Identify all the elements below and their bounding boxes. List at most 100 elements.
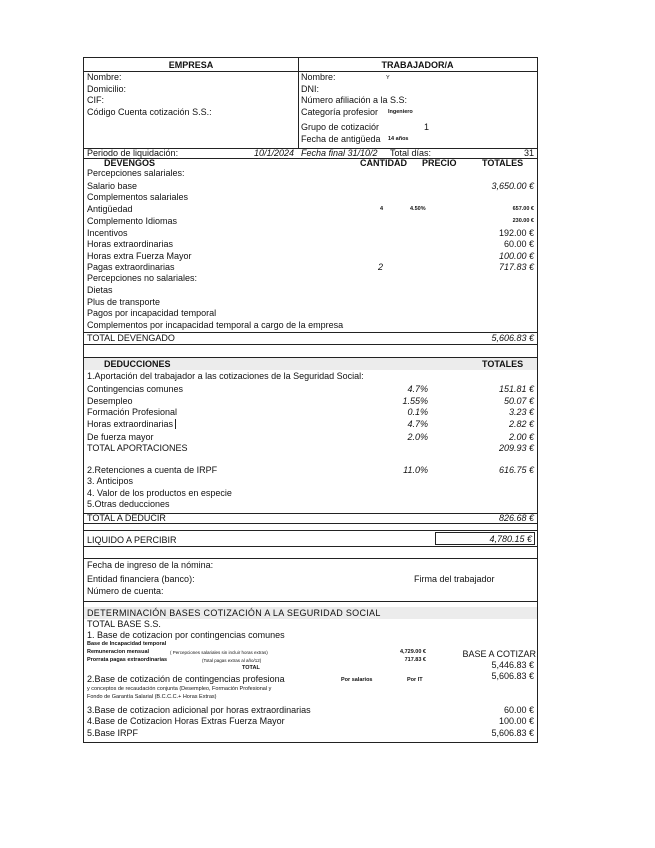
base-2-note: Fondo de Garantía Salarial (B.C.C.C.+ Ho… [87, 694, 217, 700]
empresa-domicilio: Domicilio: [87, 84, 127, 94]
dietas-label: Dietas [87, 285, 113, 295]
deduccion-label: De fuerza mayor [87, 432, 154, 442]
trabajador-antiguedad-value: 14 años [388, 136, 409, 142]
empresa-header: EMPRESA [168, 60, 214, 70]
total-aportaciones-label: TOTAL APORTACIONES [87, 443, 188, 453]
incentivos-total: 192.00 € [498, 228, 534, 238]
firma-label: Firma del trabajador [414, 574, 495, 584]
deduccion-pct: 0.1% [407, 407, 428, 417]
deduccion-pct: 2.0% [407, 432, 428, 442]
trabajador-header: TRABAJADOR/A [381, 60, 454, 70]
prorrata-label: Prorrata pagas extraordinarias [87, 657, 168, 663]
pagos-it-label: Pagos por incapacidad temporal [87, 308, 217, 318]
prorrata-value: 717.83 € [404, 657, 426, 663]
idiomas-label: Complemento Idiomas [87, 216, 178, 226]
percepciones-salariales: Percepciones salariales: [87, 168, 185, 178]
pagas-cantidad: 2 [378, 262, 384, 272]
deduccion-pct: 4.7% [407, 419, 428, 429]
compl-it-label: Complementos por incapacidad temporal a … [87, 320, 344, 330]
periodo-final: Fecha final 31/10/2 [301, 148, 378, 158]
base-2-note: y conceptos de recaudación conjunta (Des… [87, 686, 272, 692]
trabajador-antiguedad: Fecha de antigüeda [301, 134, 381, 144]
total-dias: 31 [523, 148, 534, 158]
bases-header: DETERMINACIÓN BASES COTIZACIÓN A LA SEGU… [87, 608, 381, 618]
idiomas-total: 230.00 € [512, 218, 534, 224]
deducciones-header: DEDUCCIONES [104, 359, 171, 369]
deduccion-label: Horas extraordinarias [87, 419, 177, 429]
base-4-value: 100.00 € [498, 716, 534, 726]
trabajador-grupo-value: 1 [424, 122, 430, 132]
trabajador-categoria-value: Ingeniero [388, 109, 413, 115]
col-precio: PRECIO [422, 158, 457, 168]
deduccion-pct: 1.55% [402, 396, 428, 406]
antiguedad-precio: 4.50% [410, 206, 426, 212]
otras-deducciones-label: 5.Otras deducciones [87, 499, 170, 509]
base-incap-label: Base de Incapacidad temporal [87, 641, 167, 647]
antiguedad-total: 657.00 € [512, 206, 534, 212]
fecha-ingreso-label: Fecha de ingreso de la nómina: [87, 560, 214, 570]
base-3-label: 3.Base de cotizacion adicional por horas… [87, 705, 311, 715]
irpf-label: 2.Retenciones a cuenta de IRPF [87, 465, 218, 475]
horas-extra-label: Horas extraordinarias [87, 239, 174, 249]
salario-base-total: 3,650.00 € [491, 181, 534, 191]
empresa-nombre: Nombre: [87, 72, 122, 82]
horas-extra-total: 60.00 € [503, 239, 534, 249]
trabajador-dni: DNI: [301, 84, 319, 94]
remun-note: ( Percepciones salariales sin incluir ho… [170, 650, 268, 655]
total-devengado: 5,606.83 € [491, 333, 534, 343]
antiguedad-label: Antigüedad [87, 204, 133, 214]
col-cantidad: CANTIDAD [360, 158, 407, 168]
por-it-label: Por IT [407, 677, 423, 683]
trabajador-categoria: Categoría profesior [301, 107, 379, 117]
deduccion-pct: 4.7% [407, 384, 428, 394]
empresa-ccc: Código Cuenta cotización S.S.: [87, 107, 212, 117]
liquido-value: 4,780.15 € [435, 532, 535, 545]
anticipos-label: 3. Anticipos [87, 476, 134, 486]
base-a-cotizar-label: BASE A COTIZAR [462, 649, 536, 659]
plus-transporte-label: Plus de transporte [87, 297, 161, 307]
percepciones-no-salariales: Percepciones no salariales: [87, 273, 198, 283]
bases-total-value: 5,446.83 € [491, 660, 534, 670]
irpf-pct: 11.0% [403, 465, 428, 475]
deducciones-col-totales: TOTALES [482, 359, 524, 369]
entidad-label: Entidad financiera (banco): [87, 574, 195, 584]
cuenta-label: Número de cuenta: [87, 586, 164, 596]
trabajador-afiliacion: Número afiliación a la S.S: [301, 95, 408, 105]
empresa-cif: CIF: [87, 95, 104, 105]
total-dias-label: Total días: [390, 148, 432, 158]
deduccion-total: 2.00 € [508, 432, 534, 442]
payslip: EMPRESA TRABAJADOR/A Nombre: Domicilio: … [83, 57, 538, 743]
base-1-label: 1. Base de cotizacion por contingencias … [87, 630, 285, 640]
trabajador-nombre-value: Y [386, 75, 390, 81]
total-deducir: 826.68 € [498, 513, 534, 523]
horas-fm-label: Horas extra Fuerza Mayor [87, 251, 192, 261]
base-4-label: 4.Base de Cotizacion Horas Extras Fuerza… [87, 716, 285, 726]
total-devengado-label: TOTAL DEVENGADO [87, 333, 175, 343]
deduccion-total: 2.82 € [508, 419, 534, 429]
pagas-total: 717.83 € [498, 262, 534, 272]
pagas-label: Pagas extraordinarias [87, 262, 175, 272]
complementos-salariales: Complementos salariales [87, 192, 189, 202]
total-aportaciones: 209.93 € [498, 443, 534, 453]
base-2-value: 5,606.83 € [491, 671, 534, 681]
total-deducir-label: TOTAL A DEDUCIR [87, 513, 166, 523]
irpf-total: 616.75 € [498, 465, 534, 475]
base-irpf-label: 5.Base IRPF [87, 728, 139, 738]
liquido-label: LIQUIDO A PERCIBIR [87, 535, 177, 545]
base-2-label: 2.Base de cotización de contingencias pr… [87, 674, 285, 684]
aportacion-label: 1.Aportación del trabajador a las cotiza… [87, 371, 364, 381]
total-base-label: TOTAL BASE S.S. [87, 619, 161, 629]
periodo-label: Periodo de liquidación: [87, 148, 179, 158]
periodo-inicio: 10/1/2024 [253, 148, 294, 158]
deduccion-label: Desempleo [87, 396, 133, 406]
horas-fm-total: 100.00 € [498, 251, 534, 261]
col-totales: TOTALES [482, 158, 524, 168]
incentivos-label: Incentivos [87, 228, 128, 238]
remun-value: 4,729.00 € [400, 649, 426, 655]
deduccion-total: 3.23 € [508, 407, 534, 417]
trabajador-grupo: Grupo de cotizaciór [301, 122, 380, 132]
deduccion-label: Formación Profesional [87, 407, 178, 417]
bases-total-label: TOTAL [242, 665, 260, 671]
antiguedad-cantidad: 4 [380, 206, 384, 212]
deduccion-total: 50.07 € [503, 396, 534, 406]
